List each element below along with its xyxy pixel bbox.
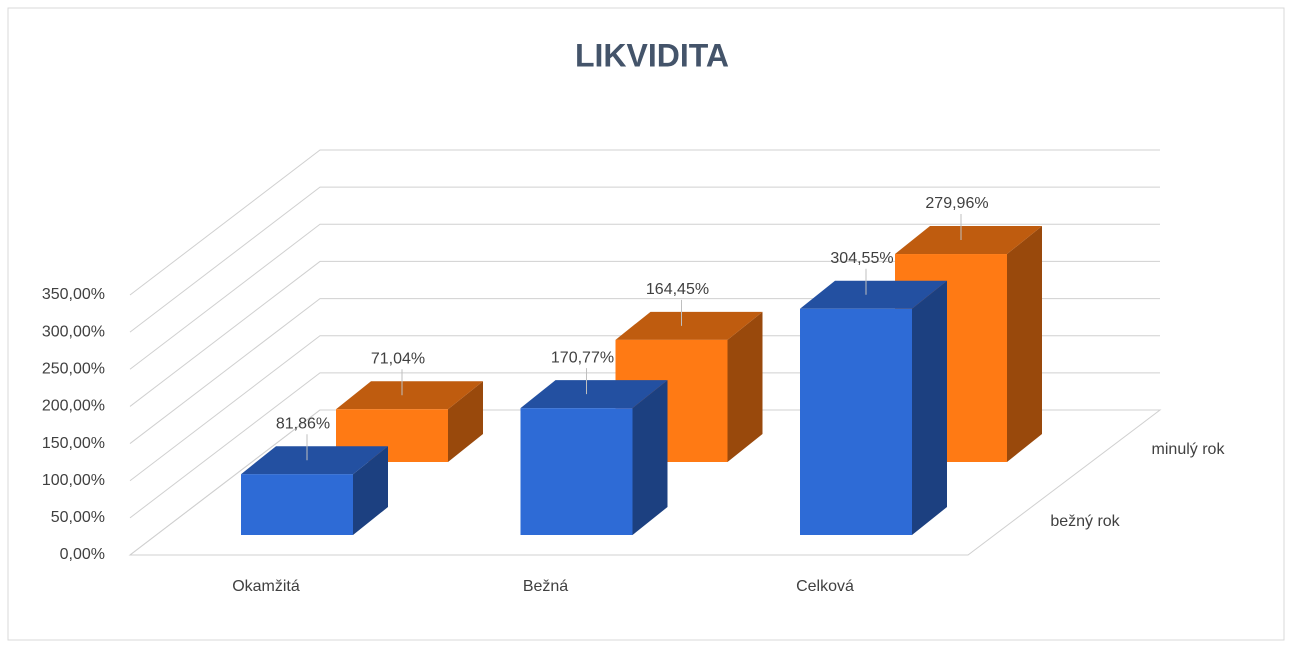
- bar-top: [615, 311, 763, 340]
- series-label: minulý rok: [1152, 441, 1226, 458]
- bar: [800, 308, 912, 535]
- y-tick-label: 300,00%: [42, 323, 105, 340]
- x-tick-label: Bežná: [523, 578, 568, 595]
- value-label: 279,96%: [925, 195, 988, 212]
- value-label: 71,04%: [371, 350, 425, 367]
- value-label: 304,55%: [830, 250, 893, 267]
- bar-side: [1007, 226, 1042, 462]
- bar-top: [241, 446, 388, 475]
- value-label: 170,77%: [551, 349, 614, 366]
- bar: [241, 474, 353, 535]
- x-tick-label: Celková: [796, 578, 854, 595]
- y-tick-label: 50,00%: [51, 509, 105, 526]
- x-tick-label: Okamžitá: [232, 578, 300, 595]
- y-tick-label: 250,00%: [42, 361, 105, 378]
- y-tick-label: 100,00%: [42, 472, 105, 489]
- value-label: 164,45%: [646, 281, 709, 298]
- bar-side: [353, 446, 388, 535]
- chart-title: LIKVIDITA: [575, 37, 729, 73]
- series-label: bežný rok: [1050, 513, 1120, 530]
- grid-line: [129, 186, 1160, 333]
- y-tick-label: 0,00%: [60, 546, 105, 563]
- grid-line: [129, 149, 1160, 296]
- bar-top: [800, 280, 947, 309]
- y-tick-label: 150,00%: [42, 435, 105, 452]
- grid-line: [129, 260, 1160, 407]
- grid-line: [129, 223, 1160, 370]
- bar-top: [336, 381, 483, 410]
- bar: [520, 408, 633, 535]
- bar-top: [520, 380, 668, 409]
- bar-top: [895, 226, 1042, 255]
- y-tick-label: 350,00%: [42, 286, 105, 303]
- bar-side: [727, 311, 763, 462]
- y-tick-label: 200,00%: [42, 398, 105, 415]
- bar-side: [912, 280, 947, 535]
- bar-side: [632, 380, 668, 535]
- bar-side: [448, 381, 483, 462]
- value-label: 81,86%: [276, 415, 330, 432]
